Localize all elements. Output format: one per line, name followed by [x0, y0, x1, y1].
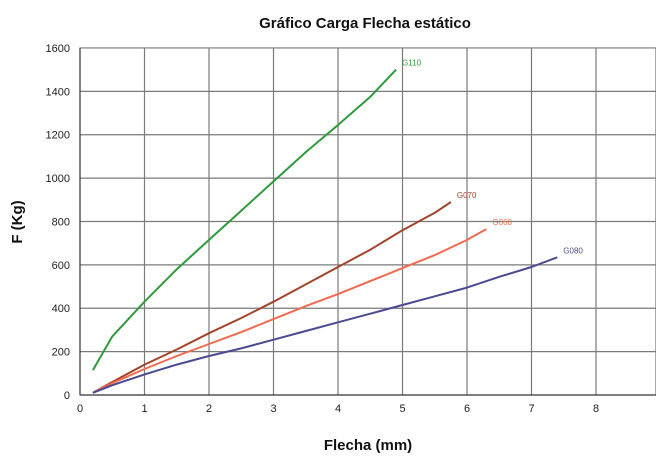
x-tick-label: 0	[77, 403, 83, 415]
series-line-g070	[92, 201, 452, 394]
series-line-g080	[92, 256, 558, 394]
y-tick-label: 600	[52, 260, 70, 272]
grid	[79, 47, 656, 396]
x-tick-label: 6	[464, 403, 470, 415]
x-tick-label: 2	[206, 403, 212, 415]
y-tick-label: 1400	[46, 86, 70, 98]
series-label-g060: G060	[492, 218, 512, 227]
x-axis-title: Flecha (mm)	[324, 437, 412, 454]
x-axis-ticks: 0123456789	[77, 403, 599, 415]
x-tick-label: 8	[593, 403, 599, 415]
series-line-g110	[92, 68, 397, 371]
series-label-g080: G080	[563, 246, 583, 255]
y-axis-ticks: 0 200 400 600 800 1000 1200 1400 1600	[46, 43, 70, 402]
x-tick-label: 4	[335, 403, 341, 415]
y-tick-label: 400	[52, 303, 70, 315]
x-tick-label: 3	[270, 403, 276, 415]
chart-title: Gráfico Carga Flecha estático	[259, 15, 471, 32]
y-tick-label: 1200	[46, 130, 70, 142]
x-tick-label: 5	[399, 403, 405, 415]
y-axis-title: F (Kg)	[9, 200, 26, 243]
y-tick-label: 800	[52, 216, 70, 228]
y-tick-label: 1600	[46, 43, 70, 55]
series-label-g110: G110	[402, 59, 422, 68]
x-tick-label: 7	[528, 403, 534, 415]
x-tick-label: 1	[141, 403, 147, 415]
series-line-g060	[92, 228, 487, 394]
series-label-layer: G110 G070 G060 G080	[402, 59, 583, 256]
y-tick-label: 0	[64, 390, 70, 402]
series-layer	[92, 68, 558, 394]
series-label-g070: G070	[457, 191, 477, 200]
y-tick-label: 1000	[46, 173, 70, 185]
y-tick-label: 200	[52, 347, 70, 359]
